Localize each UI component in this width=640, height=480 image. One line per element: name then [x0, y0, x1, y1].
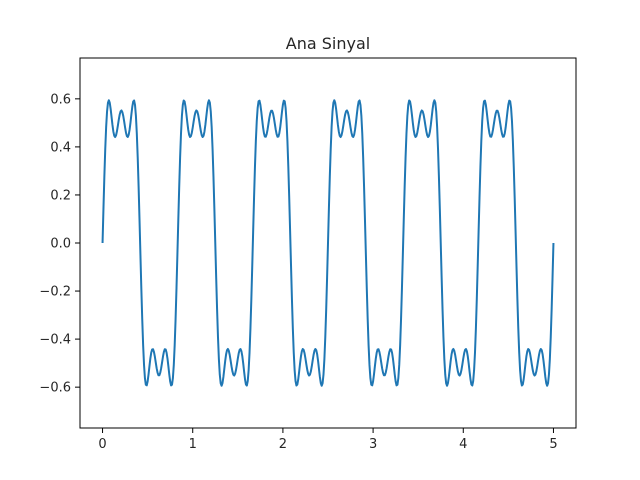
x-tick-label: 5 — [549, 437, 557, 452]
y-tick-label: −0.6 — [39, 381, 71, 396]
plot-frame — [79, 57, 577, 429]
series-line — [101, 99, 555, 387]
x-axis: 0 1 2 3 4 5 — [98, 428, 558, 452]
y-axis: −0.6 −0.4 −0.2 0.0 0.2 0.4 0.6 — [39, 92, 80, 396]
chart-title: Ana Sinyal — [286, 34, 370, 53]
y-tick-label: 0.4 — [50, 140, 71, 155]
y-tick-label: 0.6 — [50, 92, 71, 107]
x-tick-label: 0 — [98, 437, 106, 452]
x-tick-label: 4 — [459, 437, 467, 452]
y-tick-label: −0.4 — [39, 333, 71, 348]
y-tick-label: 0.0 — [50, 237, 71, 252]
y-tick-label: 0.2 — [50, 188, 71, 203]
y-tick-label: −0.2 — [39, 285, 71, 300]
x-tick-label: 2 — [279, 437, 287, 452]
x-tick-label: 1 — [189, 437, 197, 452]
x-tick-label: 3 — [369, 437, 377, 452]
